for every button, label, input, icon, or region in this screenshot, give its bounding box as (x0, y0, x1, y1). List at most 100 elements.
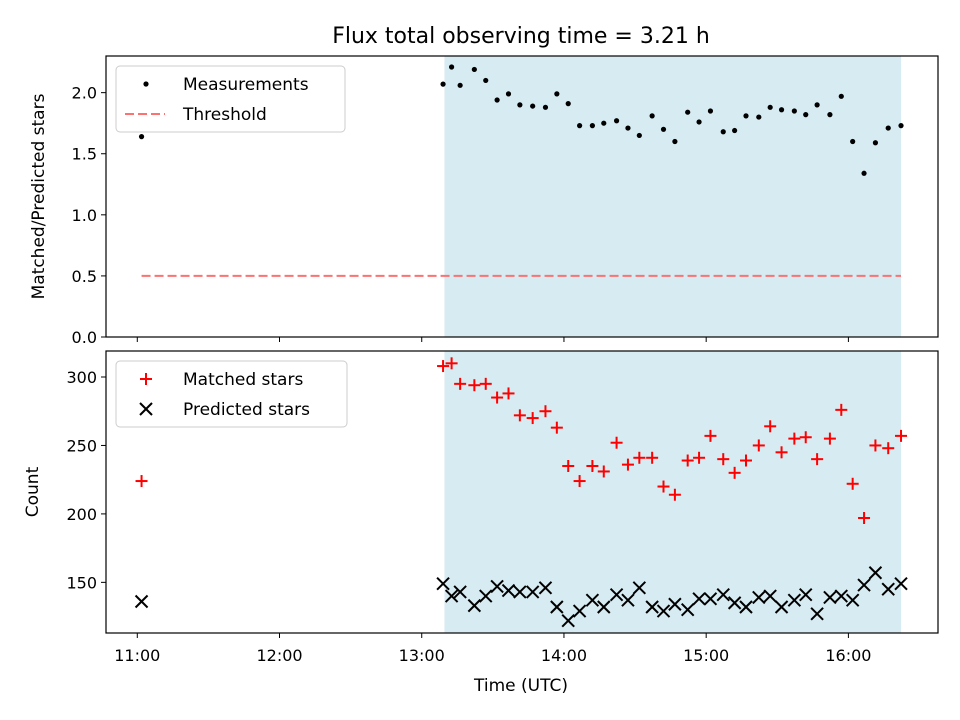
measurements-point (517, 102, 523, 108)
predicted-stars-point (739, 600, 753, 614)
matched-stars-point (550, 421, 563, 434)
matched-stars-point (882, 442, 895, 455)
matched-stars-point (437, 360, 450, 373)
matched-stars-point (491, 391, 504, 404)
measurements-point (625, 125, 631, 131)
bottom-subplot-counts: 150 200 250 300 11:00 12:00 13:00 14:00 15:00 16:… (23, 350, 939, 665)
predicted-stars-point (479, 589, 493, 603)
predicted-stars-point (656, 604, 671, 618)
x-tick-label: 16:00 (825, 646, 871, 665)
measurements-point (138, 134, 145, 140)
legend: Measurements Threshold (115, 65, 346, 133)
measurements-point (885, 125, 891, 131)
predicted-stars-point (561, 613, 575, 628)
predicted-stars-point (134, 594, 149, 609)
predicted-stars-point (501, 583, 516, 598)
y-axis-label: Matched/Predicted stars (29, 93, 49, 299)
predicted-stars-point (703, 592, 718, 606)
measurements-point (707, 108, 714, 114)
legend-item: Predicted stars (139, 400, 310, 420)
y-tick-label: 0.5 (72, 267, 97, 286)
x-tick-label: 14:00 (541, 646, 587, 665)
matched-stars-point (668, 488, 681, 501)
matched-stars-point (775, 446, 788, 459)
matched-stars-point (621, 458, 634, 471)
measurements-point (494, 97, 500, 103)
legend-marker (139, 402, 153, 416)
measurements-point (554, 91, 560, 97)
predicted-stars-point (868, 566, 883, 580)
measurements-point (767, 104, 773, 110)
predicted-stars-point (632, 581, 647, 595)
predicted-stars-point (857, 578, 871, 592)
measurements-point (850, 138, 856, 145)
matched-stars-point (704, 429, 717, 442)
matched-stars-point (479, 377, 492, 390)
matched-stars-point (752, 439, 765, 452)
y-tick-label: 1.0 (72, 206, 97, 225)
predicted-stars-point (525, 585, 540, 599)
measurements-point (601, 120, 607, 126)
predicted-stars-point (621, 593, 635, 607)
x-tick-label: 13:00 (399, 646, 445, 665)
measurements-point (530, 103, 536, 109)
measurements-point (471, 66, 477, 73)
predicted-stars-point (597, 600, 611, 614)
x-tick-label: 15:00 (683, 646, 729, 665)
predicted-stars-point (845, 593, 860, 607)
legend-label: Measurements (183, 75, 309, 95)
matched-stars-point (586, 459, 599, 472)
matched-stars-point (728, 466, 741, 479)
legend: Matched stars Predicted stars (115, 360, 348, 428)
predicted-stars-point (834, 589, 848, 603)
matched-stars-point (526, 412, 539, 425)
measurements-point (756, 114, 762, 120)
observing-window-shading (444, 351, 902, 633)
predicted-stars-point (513, 585, 527, 599)
matched-stars-point (573, 475, 586, 488)
predicted-stars-point (444, 589, 459, 603)
matched-stars-point (681, 454, 694, 467)
predicted-stars-point (894, 577, 908, 591)
matched-stars-point (502, 387, 515, 400)
predicted-stars-point (609, 587, 624, 602)
predicted-stars-point (752, 590, 766, 605)
matched-stars-point (869, 439, 882, 452)
y-tick-label: 2.0 (72, 84, 97, 103)
measurements-point (457, 82, 463, 88)
y-tick-label: 200 (66, 505, 97, 524)
measurements-point (613, 118, 620, 124)
matched-stars-point (835, 403, 848, 416)
legend-item: Threshold (125, 105, 267, 125)
matched-stars-point (562, 459, 575, 472)
matched-stars-point (454, 377, 467, 390)
predicted-stars-point (680, 603, 695, 617)
matched-stars-point (811, 453, 824, 466)
measurements-point (778, 107, 785, 113)
measurements-point (827, 112, 833, 118)
matched-stars-point (823, 432, 836, 445)
measurements-point (696, 119, 702, 125)
measurements-point (660, 126, 667, 132)
measurements-point (803, 112, 809, 118)
observing-window-shading (444, 56, 902, 337)
y-tick-label: 150 (66, 573, 97, 592)
axes-frame (105, 350, 939, 634)
measurements-point (732, 127, 738, 134)
measurements-point (872, 140, 879, 146)
matched-stars-point (513, 409, 526, 422)
matched-stars-point (135, 475, 148, 488)
matched-stars-point (740, 454, 752, 467)
measurements-point (505, 91, 512, 97)
predicted-stars-point (763, 589, 777, 603)
measurements-point (743, 113, 749, 119)
measurements-point (483, 77, 489, 84)
measurements-point (542, 104, 549, 110)
x-tick-label: 11:00 (114, 646, 160, 665)
measurements-point (440, 81, 446, 87)
measurements-point (791, 108, 797, 114)
y-tick-label: 0.0 (72, 328, 97, 347)
predicted-stars-point (810, 607, 824, 621)
matched-stars-point (633, 451, 646, 464)
